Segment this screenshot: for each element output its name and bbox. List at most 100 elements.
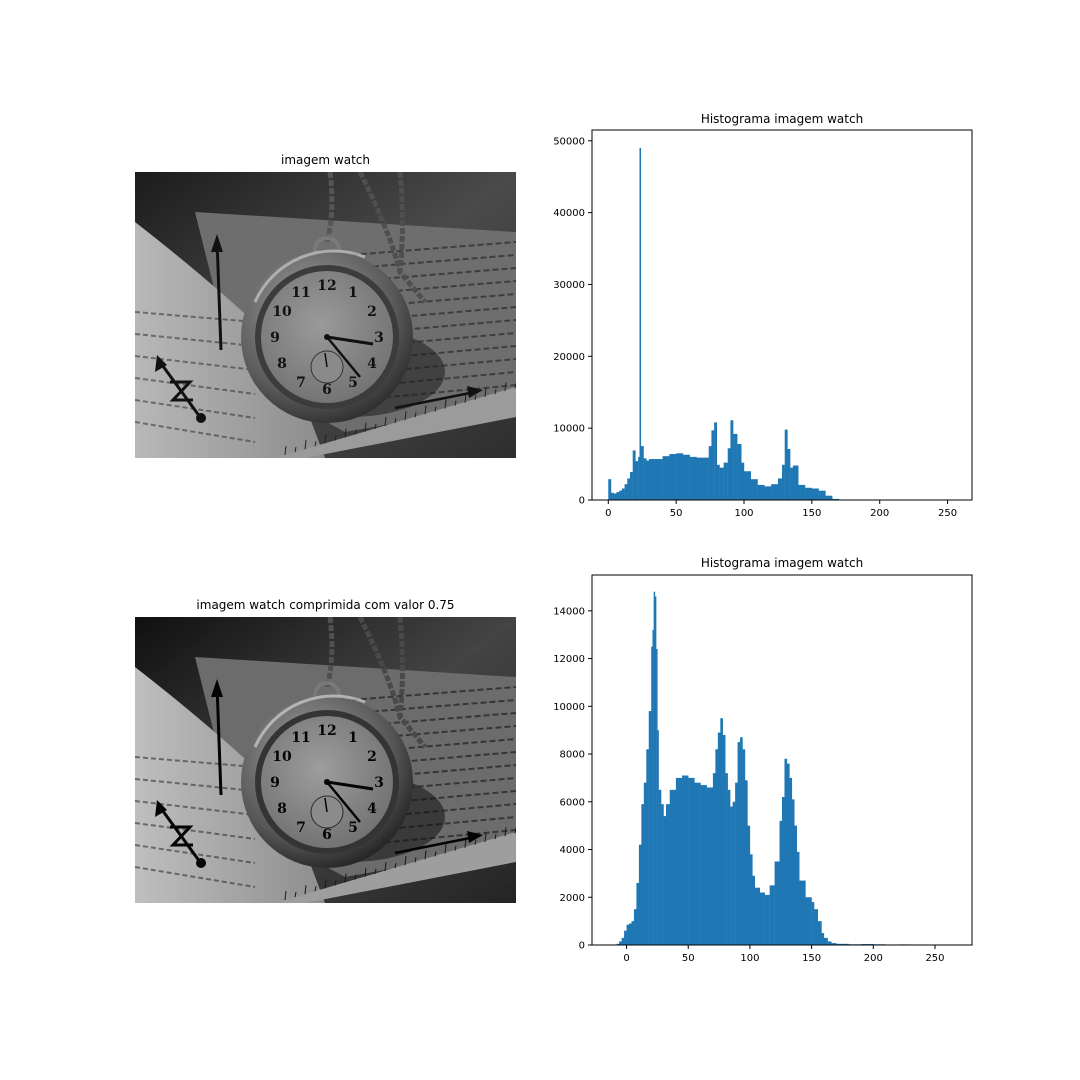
histogram-bar	[769, 885, 775, 945]
histogram-bar	[717, 732, 721, 945]
histogram-bar	[750, 479, 758, 500]
histogram-bar	[633, 909, 637, 945]
histogram-bar	[636, 882, 640, 945]
histogram-bar	[682, 775, 689, 945]
histogram-bar	[832, 498, 840, 500]
histogram-bar	[777, 478, 783, 500]
histogram-bar	[818, 490, 826, 500]
x-tick-label: 100	[740, 953, 759, 964]
y-tick-label: 50000	[553, 136, 585, 147]
histogram-bar	[706, 787, 714, 945]
svg-text:11: 11	[291, 730, 310, 746]
histogram-bar	[794, 825, 798, 945]
svg-text:5: 5	[348, 820, 358, 836]
histogram-bar	[827, 941, 832, 945]
svg-text:2: 2	[367, 304, 377, 320]
histogram-bar	[747, 825, 751, 945]
histogram-bar	[669, 789, 677, 945]
y-tick-label: 2000	[560, 893, 585, 904]
histogram-bar	[722, 734, 726, 945]
histogram-bar	[720, 718, 723, 945]
histogram-bar	[688, 777, 695, 945]
histogram-bar	[682, 454, 690, 500]
y-tick-label: 20000	[553, 352, 585, 363]
histogram-bar	[619, 941, 622, 945]
svg-text:10: 10	[272, 304, 292, 320]
svg-text:11: 11	[291, 285, 310, 301]
y-tick-label: 0	[579, 496, 585, 507]
svg-text:8: 8	[277, 356, 287, 372]
histogram-bar	[714, 422, 718, 500]
histogram-bar	[715, 749, 719, 945]
histogram-bar	[784, 758, 788, 945]
svg-text:9: 9	[270, 775, 280, 791]
histogram-bar	[643, 458, 647, 500]
histogram-bar	[790, 467, 794, 500]
histogram-bar	[632, 450, 636, 500]
histogram-bar	[619, 490, 623, 500]
histogram-bar	[759, 892, 765, 945]
svg-text:5: 5	[348, 375, 358, 391]
histogram-title-compressed: Histograma imagem watch	[700, 556, 864, 570]
svg-text:6: 6	[322, 827, 332, 843]
histogram-bar	[749, 854, 753, 945]
histogram-bar	[823, 937, 828, 945]
x-tick-label: 50	[682, 953, 695, 964]
y-tick-label: 4000	[560, 845, 585, 856]
x-tick-label: 50	[670, 508, 683, 519]
svg-text:1: 1	[348, 285, 358, 301]
histogram-bar	[744, 471, 751, 500]
histogram-bar	[719, 467, 724, 500]
histogram-bar	[656, 649, 658, 945]
histogram-bar	[627, 478, 631, 500]
histogram-bar	[694, 782, 701, 945]
x-tick-label: 0	[605, 508, 611, 519]
x-tick-label: 200	[870, 508, 889, 519]
plot-frame	[591, 129, 973, 501]
histogram-bar	[676, 453, 684, 500]
histogram-bar	[611, 492, 614, 500]
histogram-bar	[639, 147, 642, 500]
svg-text:3: 3	[374, 330, 384, 346]
histogram-bar	[631, 921, 635, 945]
y-tick-label: 0	[579, 941, 585, 952]
histogram-bar	[779, 820, 783, 945]
histogram-bar	[700, 785, 707, 945]
svg-text:12: 12	[317, 278, 336, 294]
histogram-bar	[792, 465, 799, 500]
histogram-bar	[831, 943, 837, 945]
histogram-bar	[791, 799, 795, 945]
histogram-bar	[789, 777, 793, 945]
histogram-bar	[805, 487, 813, 500]
histogram-bar	[696, 457, 704, 500]
histogram-bar	[784, 429, 788, 500]
histogram-bar	[735, 782, 738, 945]
histogram-bar	[621, 937, 625, 945]
histogram-bar	[825, 495, 833, 500]
histogram-bar	[740, 737, 743, 945]
image-title-original: imagem watch	[281, 153, 370, 167]
y-tick-label: 6000	[560, 797, 585, 808]
histogram-bar	[616, 492, 620, 500]
histogram-bar	[651, 646, 653, 945]
histogram-bar	[786, 763, 790, 945]
histogram-bar	[774, 861, 780, 945]
histogram-svg: 0 50 100 150 200 250 0 2000 4000 6000 8000 10000 120…	[553, 574, 973, 964]
histogram-bar	[689, 456, 697, 500]
histogram-bar	[741, 462, 745, 500]
histogram-bar	[836, 943, 849, 945]
histogram-bar	[723, 462, 728, 500]
svg-text:7: 7	[296, 375, 306, 391]
histogram-bar	[662, 456, 670, 500]
histogram-bar	[708, 446, 712, 500]
histogram-bar	[640, 446, 644, 500]
histogram-bar	[782, 797, 785, 945]
histogram-bar	[742, 749, 746, 945]
histogram-bar	[811, 902, 815, 945]
histogram-bar	[771, 484, 779, 500]
svg-text:2: 2	[367, 749, 377, 765]
histogram-bar	[652, 629, 654, 945]
histogram-bar	[754, 887, 760, 945]
